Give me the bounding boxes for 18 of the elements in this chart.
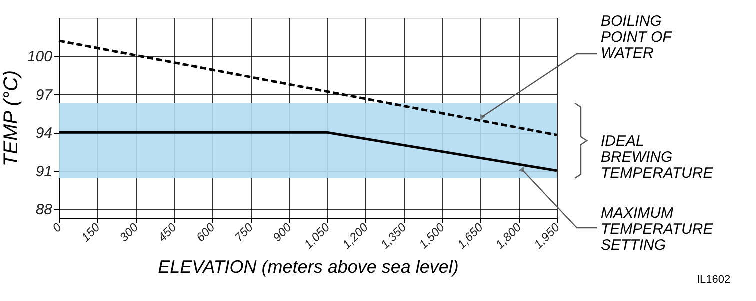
x-tick-label: 450 [155, 220, 180, 245]
x-tick-label: 900 [270, 220, 295, 245]
x-axis-title: ELEVATION (meters above sea level) [158, 256, 459, 277]
band-label: IDEAL BREWING TEMPERATURE [601, 132, 714, 182]
text: MAXIMUM TEMPERATURE SETTING [601, 205, 714, 254]
y-tick-label: 100 [27, 48, 54, 66]
x-tick-label: 0 [50, 220, 65, 236]
x-tick-label: 750 [232, 220, 256, 245]
x-tick-label: 150 [78, 220, 103, 245]
y-tick-label: 94 [36, 125, 52, 142]
y-tick-label: 88 [36, 202, 54, 219]
text: IL1602 [697, 274, 731, 286]
y-tick-label: 97 [36, 86, 54, 104]
text: BOILING POINT OF WATER [601, 13, 673, 62]
y-axis-title: TEMP (°C) [0, 70, 22, 167]
x-tick-label: 600 [194, 220, 218, 245]
y-tick-label: 91 [36, 163, 52, 180]
x-tick-label: 300 [117, 220, 142, 245]
